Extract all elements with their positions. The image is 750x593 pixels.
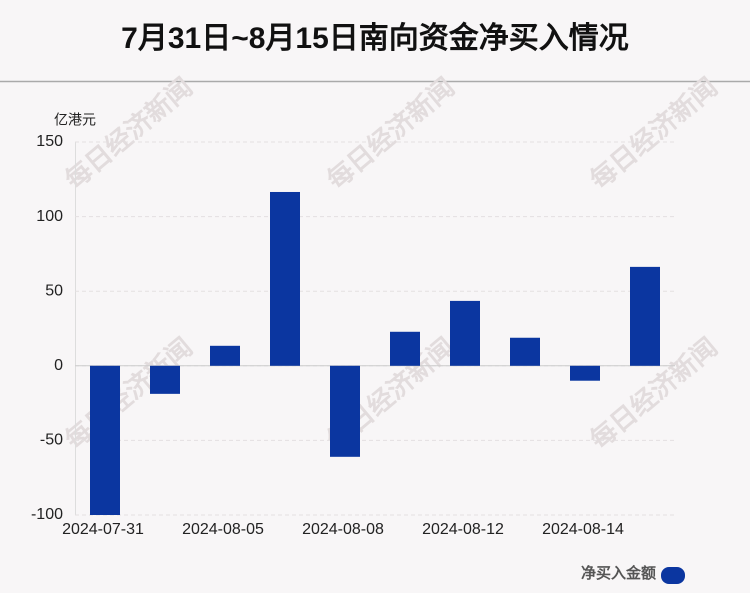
chart-title: 7月31日~8月15日南向资金净买入情况 <box>121 21 629 55</box>
legend-label: 净买入金额 <box>581 564 656 582</box>
y-tick-label: -50 <box>40 432 63 449</box>
y-tick-label: 0 <box>54 357 63 374</box>
x-tick-label: 2024-08-14 <box>542 521 624 538</box>
x-tick-label: 2024-07-31 <box>62 521 144 538</box>
bar <box>330 365 360 457</box>
bar <box>570 365 600 381</box>
bar <box>390 331 420 366</box>
x-tick-label: 2024-08-08 <box>302 521 384 538</box>
y-tick-label: 100 <box>36 208 63 225</box>
bar <box>270 191 300 366</box>
y-tick-label: 50 <box>45 282 63 299</box>
x-tick-label: 2024-08-12 <box>422 521 504 538</box>
x-tick-label: 2024-08-05 <box>182 521 264 538</box>
bar <box>450 300 480 366</box>
bar <box>150 365 180 394</box>
bar <box>210 345 240 366</box>
y-axis-label: 亿港元 <box>54 112 96 128</box>
legend-swatch <box>661 567 685 584</box>
y-tick-label: -100 <box>31 506 63 523</box>
y-tick-label: 150 <box>36 133 63 150</box>
bar <box>90 365 120 515</box>
bar <box>510 337 540 366</box>
bar <box>630 266 660 366</box>
